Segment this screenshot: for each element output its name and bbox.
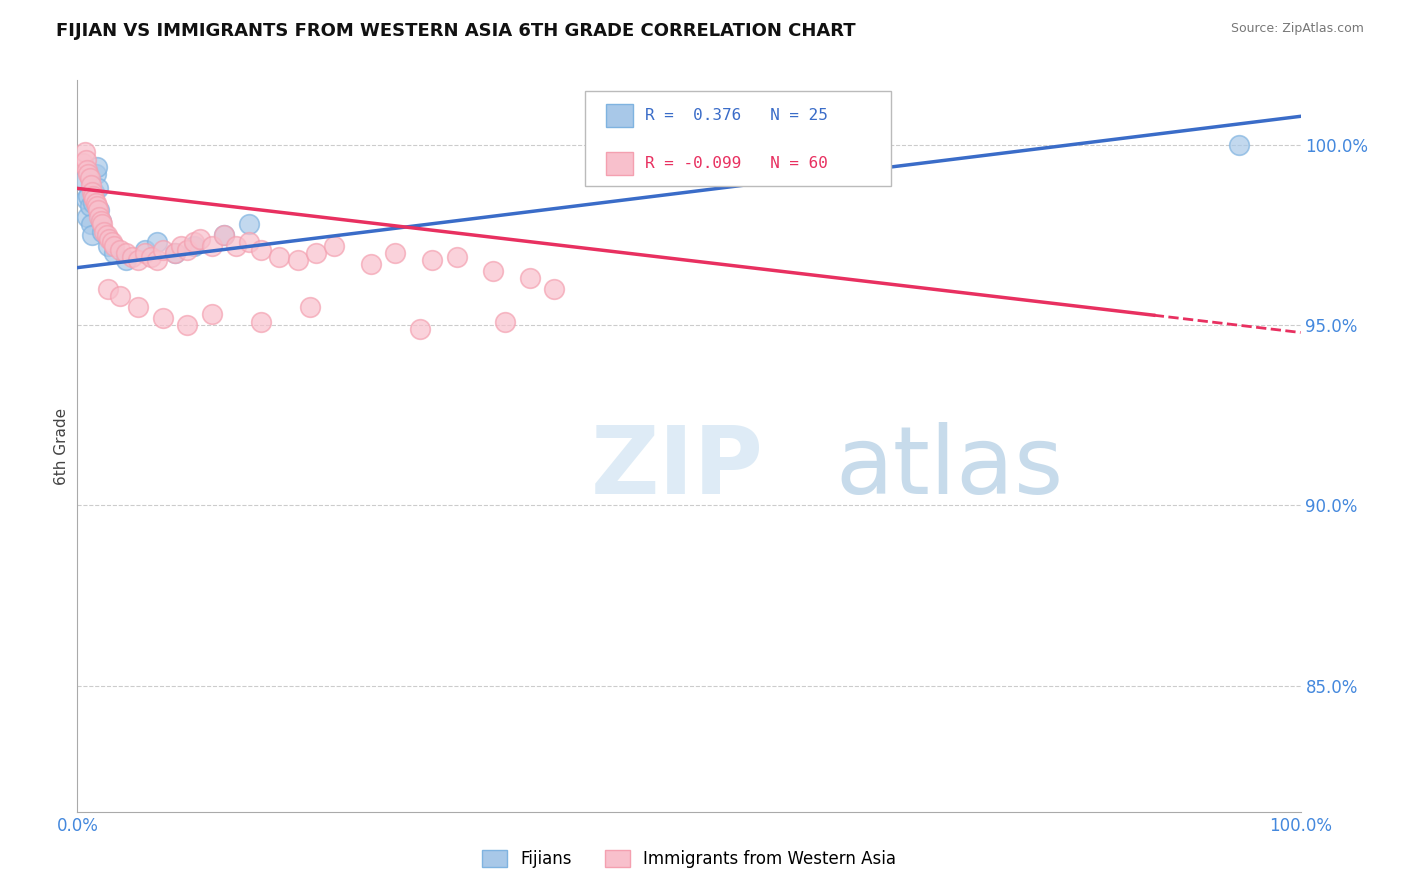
Point <box>201 308 224 322</box>
Point <box>170 239 193 253</box>
Point <box>90 214 112 228</box>
Point <box>183 235 205 250</box>
Point <box>84 195 107 210</box>
Point <box>72 156 94 170</box>
Point <box>139 250 162 264</box>
FancyBboxPatch shape <box>606 103 633 127</box>
Point <box>519 271 541 285</box>
Point <box>250 315 273 329</box>
Point <box>97 282 120 296</box>
Point <box>90 225 112 239</box>
Point <box>238 235 260 250</box>
Point <box>188 232 211 246</box>
Point <box>115 253 138 268</box>
Point <box>83 185 105 199</box>
Point <box>97 239 120 253</box>
Point <box>1229 138 1251 153</box>
FancyBboxPatch shape <box>585 91 891 186</box>
Text: ZIP: ZIP <box>591 422 763 514</box>
Point <box>80 178 103 192</box>
Text: R =  0.376   N = 25: R = 0.376 N = 25 <box>645 108 828 123</box>
Legend: Fijians, Immigrants from Western Asia: Fijians, Immigrants from Western Asia <box>474 842 904 877</box>
Point <box>183 239 205 253</box>
Point <box>152 311 174 326</box>
Point <box>121 250 143 264</box>
Point <box>103 246 125 260</box>
Point <box>305 246 328 260</box>
Point <box>89 210 111 224</box>
Point <box>103 239 125 253</box>
Point <box>86 199 108 213</box>
Point <box>83 192 105 206</box>
Point <box>212 228 235 243</box>
Point <box>76 210 98 224</box>
Point <box>90 214 112 228</box>
Point <box>176 243 198 257</box>
Point <box>287 253 309 268</box>
Point <box>250 243 273 257</box>
Point <box>384 246 406 260</box>
Point <box>77 167 100 181</box>
Point <box>82 188 104 202</box>
Point <box>127 253 149 268</box>
Point <box>108 289 131 303</box>
Point <box>269 250 291 264</box>
Point <box>75 192 97 206</box>
Text: FIJIAN VS IMMIGRANTS FROM WESTERN ASIA 6TH GRADE CORRELATION CHART: FIJIAN VS IMMIGRANTS FROM WESTERN ASIA 6… <box>56 22 856 40</box>
Point <box>76 163 98 178</box>
Point <box>482 264 505 278</box>
Point <box>134 243 156 257</box>
Point <box>90 218 112 232</box>
Point <box>87 202 110 217</box>
Point <box>100 235 122 250</box>
Point <box>72 174 94 188</box>
Point <box>115 246 138 260</box>
Point <box>89 202 111 217</box>
Text: atlas: atlas <box>835 422 1064 514</box>
Point <box>165 246 187 260</box>
Point <box>225 239 247 253</box>
Point <box>80 218 103 232</box>
Point <box>146 253 169 268</box>
Point <box>73 145 96 160</box>
Point <box>165 246 187 260</box>
Point <box>77 188 100 202</box>
Point <box>93 225 115 239</box>
Point <box>409 322 432 336</box>
Point <box>127 300 149 314</box>
Point <box>212 228 235 243</box>
Point <box>323 239 346 253</box>
Point <box>84 167 107 181</box>
FancyBboxPatch shape <box>606 152 633 176</box>
Point <box>86 160 108 174</box>
Point <box>82 195 104 210</box>
Point <box>152 243 174 257</box>
Point <box>96 228 118 243</box>
Point <box>201 239 224 253</box>
Point <box>75 153 97 167</box>
Point <box>108 243 131 257</box>
Point <box>176 318 198 333</box>
Point <box>360 257 382 271</box>
Text: Source: ZipAtlas.com: Source: ZipAtlas.com <box>1230 22 1364 36</box>
Y-axis label: 6th Grade: 6th Grade <box>53 408 69 484</box>
Point <box>420 253 443 268</box>
Point <box>543 282 565 296</box>
Point <box>87 181 110 195</box>
Point <box>298 300 321 314</box>
Point <box>79 170 101 185</box>
Point <box>446 250 468 264</box>
Text: R = -0.099   N = 60: R = -0.099 N = 60 <box>645 156 828 171</box>
Point <box>80 228 103 243</box>
Point <box>134 246 156 260</box>
Point <box>146 235 169 250</box>
Point <box>495 315 517 329</box>
Point <box>80 185 103 199</box>
Point <box>98 232 121 246</box>
Point <box>238 218 260 232</box>
Point <box>79 199 101 213</box>
